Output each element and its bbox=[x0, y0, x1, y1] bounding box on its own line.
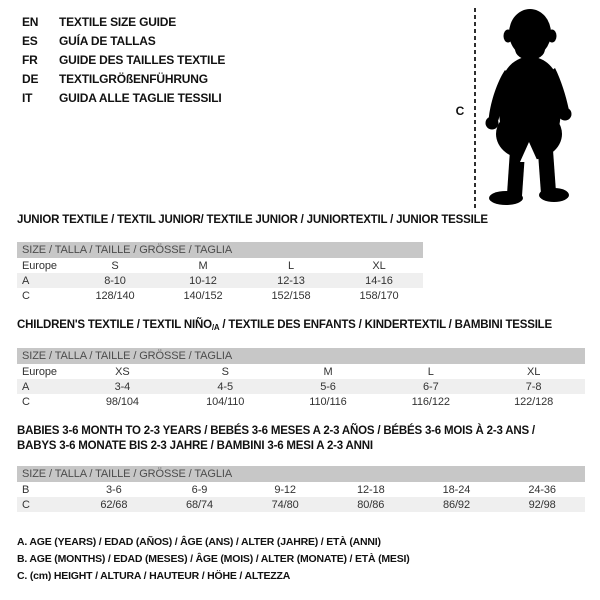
height-cell: 140/152 bbox=[183, 289, 223, 302]
height-cell: 128/140 bbox=[95, 289, 135, 302]
size-cell: M bbox=[198, 259, 208, 272]
language-row-de: DE TEXTILGRÖßENFÜHRUNG bbox=[22, 69, 225, 88]
babies-size-table: SIZE / TALLA / TAILLE / GRÖSSE / TAGLIA … bbox=[17, 466, 585, 512]
size-cell: XL bbox=[526, 365, 541, 378]
language-code: EN bbox=[22, 14, 39, 29]
children-title-text: / TEXTILE DES ENFANTS / KINDERTEXTIL / B… bbox=[219, 319, 552, 331]
row-label: B bbox=[22, 483, 30, 496]
height-cell: 80/86 bbox=[327, 497, 414, 512]
height-cell: 110/116 bbox=[309, 395, 347, 408]
height-cell: 158/170 bbox=[359, 289, 399, 302]
note-height-cm: C. (cm) HEIGHT / ALTURA / HAUTEUR / HÖHE… bbox=[17, 570, 291, 582]
size-header: SIZE / TALLA / TAILLE / GRÖSSE / TAGLIA bbox=[17, 242, 423, 258]
size-cell: L bbox=[287, 259, 295, 272]
age-cell: 14-16 bbox=[335, 273, 423, 288]
language-row-it: IT GUIDA ALLE TAGLIE TESSILI bbox=[22, 88, 225, 107]
age-cell: 12-13 bbox=[247, 273, 335, 288]
age-cell: 9-12 bbox=[274, 483, 296, 496]
children-title-subscript: /A bbox=[211, 323, 220, 332]
table-row-height: C 128/140 140/152 152/158 158/170 bbox=[17, 288, 423, 303]
row-label: C bbox=[17, 497, 71, 512]
language-code: FR bbox=[22, 52, 38, 67]
babies-title-text: BABYS 3-6 MONATE BIS 2-3 JAHRE / BAMBINI… bbox=[17, 440, 373, 452]
table-row-europe: Europe S M L XL bbox=[17, 258, 423, 273]
babies-section-title-line1: BABIES 3-6 MONTH TO 2-3 YEARS / BEBÉS 3-… bbox=[17, 425, 535, 437]
age-cell: 8-10 bbox=[71, 273, 159, 288]
guide-title-en: TEXTILE SIZE GUIDE bbox=[59, 14, 177, 29]
baby-silhouette-icon bbox=[485, 9, 572, 205]
height-measure-label: C bbox=[455, 104, 465, 118]
babies-title-text: BABIES 3-6 MONTH TO 2-3 YEARS / BEBÉS 3-… bbox=[17, 425, 535, 437]
language-list: EN TEXTILE SIZE GUIDE ES GUÍA DE TALLAS … bbox=[22, 12, 225, 107]
row-label: A bbox=[17, 273, 71, 288]
age-cell: 10-12 bbox=[159, 273, 247, 288]
size-header-row: SIZE / TALLA / TAILLE / GRÖSSE / TAGLIA bbox=[17, 242, 423, 258]
height-cell: 62/68 bbox=[71, 497, 157, 512]
size-header: SIZE / TALLA / TAILLE / GRÖSSE / TAGLIA bbox=[17, 466, 585, 482]
height-measure-line bbox=[474, 8, 476, 208]
age-cell: 12-18 bbox=[356, 483, 385, 496]
size-cell: L bbox=[427, 365, 434, 378]
age-cell: 3-6 bbox=[106, 483, 122, 496]
row-label: Europe bbox=[22, 365, 57, 378]
table-row-age: A 3-4 4-5 5-6 6-7 7-8 bbox=[17, 379, 585, 394]
language-row-es: ES GUÍA DE TALLAS bbox=[22, 31, 225, 50]
row-label: C bbox=[22, 395, 30, 408]
size-cell: S bbox=[111, 259, 119, 272]
size-cell: XL bbox=[372, 259, 386, 272]
children-section-title: CHILDREN'S TEXTILE / TEXTIL NIÑO/A / TEX… bbox=[17, 319, 552, 332]
height-cell: 68/74 bbox=[156, 497, 243, 512]
table-row-age-months: B 3-6 6-9 9-12 12-18 18-24 24-36 bbox=[17, 482, 585, 497]
height-cell: 86/92 bbox=[413, 497, 500, 512]
junior-size-table: SIZE / TALLA / TAILLE / GRÖSSE / TAGLIA … bbox=[17, 242, 423, 303]
table-row-height: C 62/68 68/74 74/80 80/86 86/92 92/98 bbox=[17, 497, 585, 512]
height-cell: 92/98 bbox=[499, 497, 585, 512]
guide-title-it: GUIDA ALLE TAGLIE TESSILI bbox=[59, 90, 222, 105]
babies-section-title-line2: BABYS 3-6 MONATE BIS 2-3 JAHRE / BAMBINI… bbox=[17, 440, 373, 452]
children-title-text: CHILDREN'S TEXTILE / TEXTIL NIÑO bbox=[17, 319, 212, 331]
table-row-age: A 8-10 10-12 12-13 14-16 bbox=[17, 273, 423, 288]
height-cell: 122/128 bbox=[514, 395, 554, 408]
guide-title-de: TEXTILGRÖßENFÜHRUNG bbox=[59, 71, 208, 86]
age-cell: 3-4 bbox=[71, 379, 174, 394]
size-cell: S bbox=[221, 365, 229, 378]
junior-section-title: JUNIOR TEXTILE / TEXTIL JUNIOR/ TEXTILE … bbox=[17, 214, 488, 226]
size-header-row: SIZE / TALLA / TAILLE / GRÖSSE / TAGLIA bbox=[17, 466, 585, 482]
age-cell: 18-24 bbox=[442, 483, 471, 496]
children-size-table: SIZE / TALLA / TAILLE / GRÖSSE / TAGLIA … bbox=[17, 348, 585, 409]
age-cell: 6-9 bbox=[191, 483, 208, 496]
height-cell: 116/122 bbox=[411, 395, 450, 408]
table-row-europe: Europe XS S M L XL bbox=[17, 364, 585, 379]
age-cell: 24-36 bbox=[528, 483, 556, 496]
language-code: IT bbox=[22, 90, 33, 105]
size-cell: M bbox=[323, 365, 333, 378]
language-row-fr: FR GUIDE DES TAILLES TEXTILE bbox=[22, 50, 225, 69]
age-cell: 7-8 bbox=[482, 379, 585, 394]
size-header: SIZE / TALLA / TAILLE / GRÖSSE / TAGLIA bbox=[17, 348, 585, 364]
guide-title-es: GUÍA DE TALLAS bbox=[59, 33, 156, 48]
junior-title-text: JUNIOR TEXTILE / TEXTIL JUNIOR/ TEXTILE … bbox=[17, 214, 488, 226]
age-cell: 6-7 bbox=[379, 379, 483, 394]
size-cell: XS bbox=[115, 365, 130, 378]
language-code: ES bbox=[22, 33, 38, 48]
row-label: Europe bbox=[22, 259, 57, 272]
guide-title-fr: GUIDE DES TAILLES TEXTILE bbox=[59, 52, 226, 67]
height-cell: 104/110 bbox=[206, 395, 245, 408]
language-code: DE bbox=[22, 71, 39, 86]
row-label: A bbox=[17, 379, 71, 394]
height-cell: 74/80 bbox=[242, 497, 328, 512]
height-cell: 152/158 bbox=[271, 289, 311, 302]
note-age-months: B. AGE (MONTHS) / EDAD (MESES) / ÂGE (MO… bbox=[17, 553, 410, 565]
note-age-years: A. AGE (YEARS) / EDAD (AÑOS) / ÂGE (ANS)… bbox=[17, 536, 381, 548]
height-cell: 98/104 bbox=[105, 395, 139, 408]
age-cell: 5-6 bbox=[276, 379, 380, 394]
table-row-height: C 98/104 104/110 110/116 116/122 122/128 bbox=[17, 394, 585, 409]
age-cell: 4-5 bbox=[173, 379, 277, 394]
size-header-row: SIZE / TALLA / TAILLE / GRÖSSE / TAGLIA bbox=[17, 348, 585, 364]
row-label: C bbox=[22, 289, 30, 302]
language-row-en: EN TEXTILE SIZE GUIDE bbox=[22, 12, 225, 31]
